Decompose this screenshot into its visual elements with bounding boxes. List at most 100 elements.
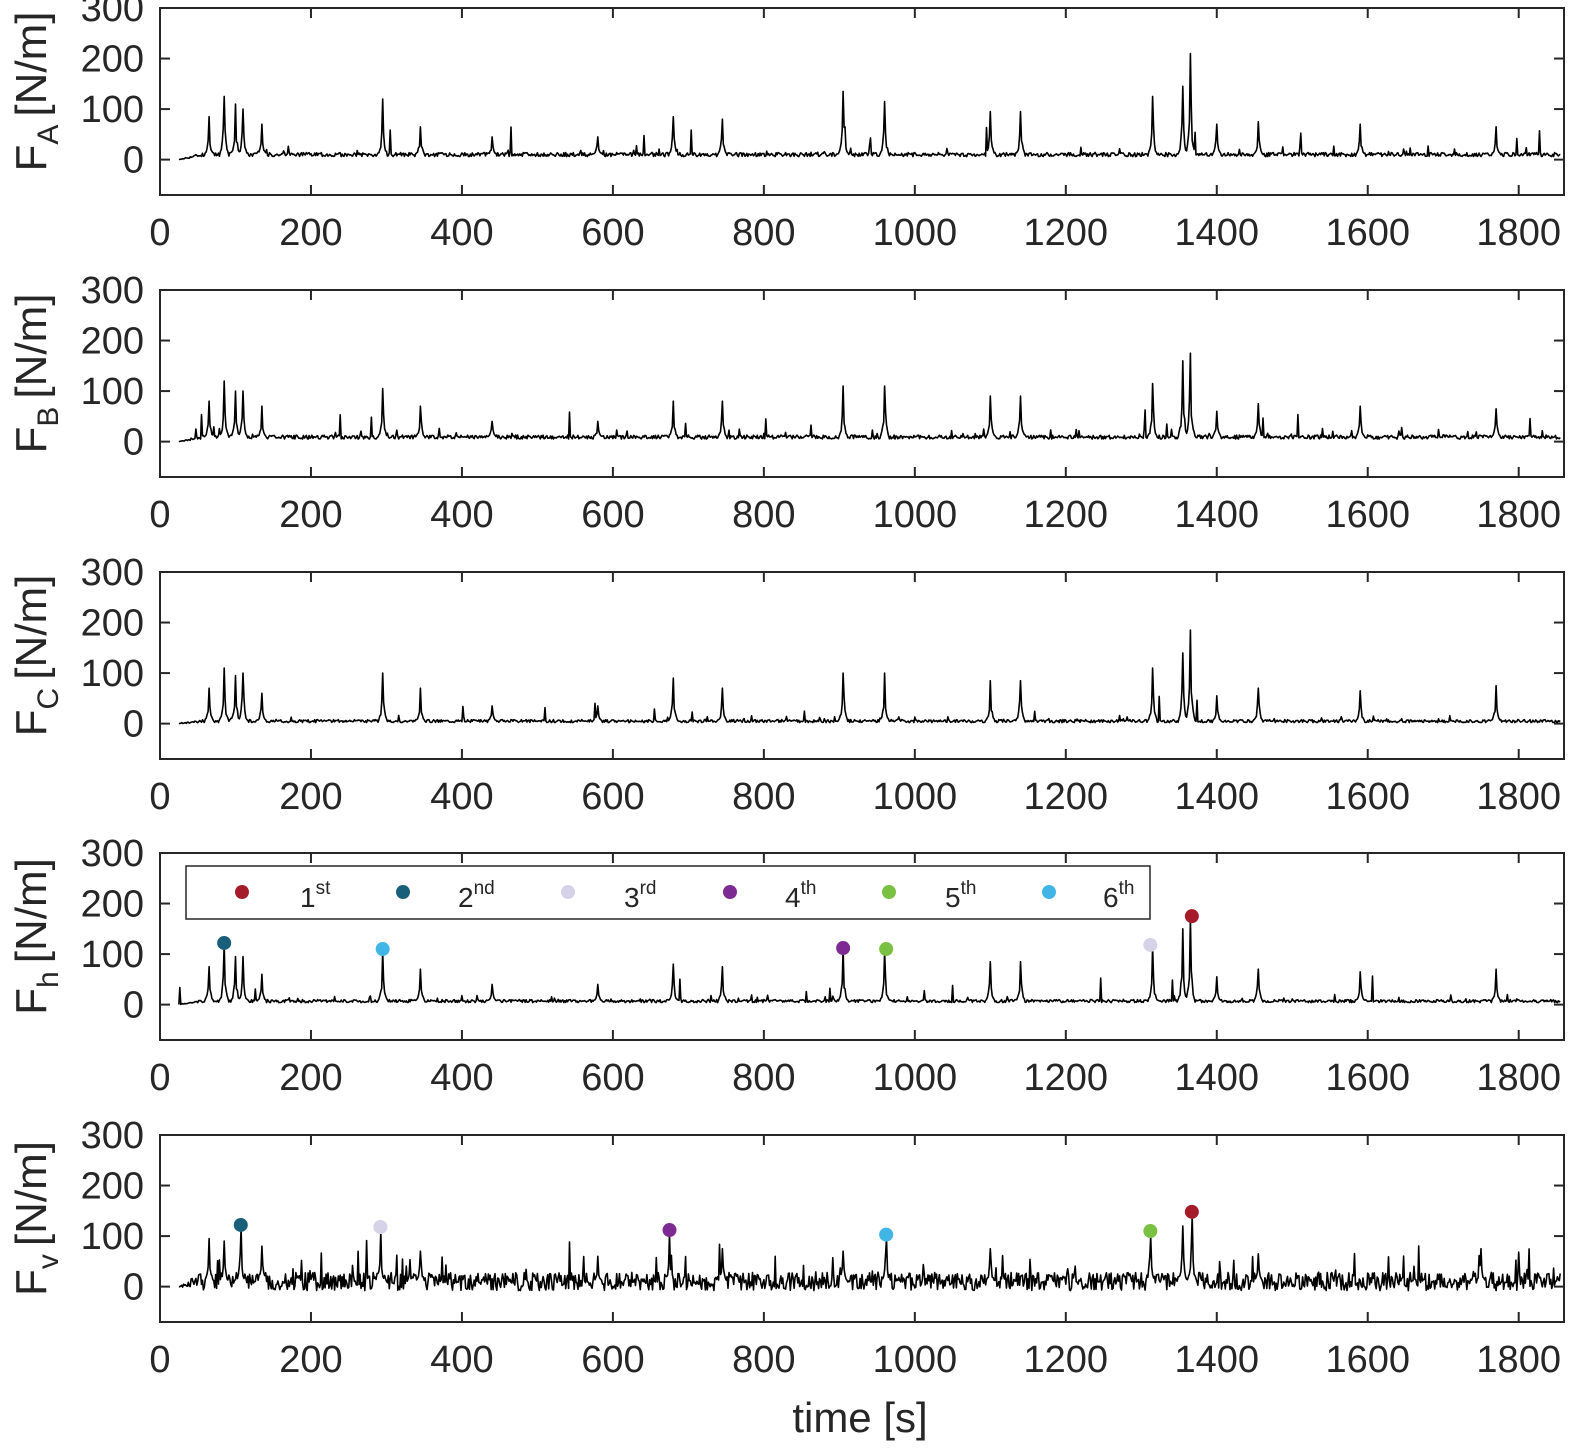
y-axis-label: Fv [N/m] [7,1141,65,1296]
legend-label: 5th [945,878,976,913]
x-tick-label: 600 [581,212,644,254]
y-label-unit: [N/m] [7,858,56,963]
x-tick-label: 400 [430,494,493,536]
peak-marker-6th [375,942,390,957]
legend-marker [396,885,410,899]
x-tick-label: 1400 [1175,1057,1260,1099]
x-tick-label: 200 [279,212,342,254]
peak-marker-5th [1143,1224,1158,1239]
y-label-sub: B [32,407,65,427]
x-tick-label: 1000 [873,494,958,536]
y-label-main: F [7,427,56,454]
y-tick-label: 0 [123,985,144,1027]
peak-marker-2nd [233,1217,248,1232]
y-label-unit: [N/m] [7,11,56,116]
y-tick-label: 300 [81,0,144,30]
x-tick-label: 1000 [873,1057,958,1099]
legend-marker [561,885,575,899]
x-tick-label: 1800 [1476,776,1561,818]
y-label-main: F [7,1269,56,1296]
series-line-F_B [178,352,1561,443]
series-line-F_C [178,629,1561,725]
x-tick-label: 1600 [1325,776,1410,818]
x-tick-label: 1400 [1175,494,1260,536]
legend: 1st 2nd 3rd 4th 5th 6th [185,865,1151,920]
y-tick-label: 300 [81,270,144,312]
peak-marker-1st [1184,1204,1199,1219]
x-tick-label: 0 [149,212,170,254]
y-tick-label: 200 [81,39,144,81]
y-label-unit: [N/m] [7,575,56,680]
x-tick-label: 600 [581,776,644,818]
y-tick-label: 300 [81,833,144,875]
panel-2: 0 200 400 600 800 1000 1200 1400 1600 1800 0 100 200… [7,270,1565,536]
legend-item-6: 6th [1042,878,1134,913]
x-tick-label: 1800 [1476,212,1561,254]
y-label-main: F [7,709,56,736]
series-line-F_A [178,52,1561,161]
y-axis-label: FA [N/m] [7,11,65,171]
x-tick-label: 1200 [1024,776,1109,818]
legend-label-num: 1 [300,882,316,913]
legend-label-num: 6 [1103,882,1119,913]
legend-marker [235,885,249,899]
x-tick-label: 1200 [1024,1057,1109,1099]
legend-label-sup: st [316,878,332,899]
x-tick-label: 1800 [1476,494,1561,536]
x-tick-label: 1800 [1476,1339,1561,1381]
y-tick-label: 200 [81,884,144,926]
x-tick-label: 800 [732,776,795,818]
legend-item-4: 4th [723,878,816,913]
y-tick-label: 0 [123,1267,144,1309]
series-line-F_v [178,1215,1561,1292]
x-tick-label: 1200 [1024,494,1109,536]
x-tick-label: 1000 [873,1339,958,1381]
y-label-unit: [N/m] [7,1141,56,1246]
y-label-main: F [7,988,56,1015]
x-tick-label: 1400 [1175,776,1260,818]
legend-label: 4th [785,878,816,913]
x-tick-label: 0 [149,1339,170,1381]
peak-marker-3rd [1143,937,1158,952]
x-tick-label: 1200 [1024,1339,1109,1381]
panel-1: 0 200 400 600 800 1000 1200 1400 1600 1800 0 100 200… [7,0,1565,254]
peak-marker-5th [879,942,894,957]
x-tick-label: 1000 [873,212,958,254]
y-tick-label: 100 [81,653,144,695]
x-tick-label: 1400 [1175,212,1260,254]
y-label-sub: A [32,125,65,145]
y-axis-label: FB [N/m] [7,293,65,453]
y-tick-label: 200 [81,321,144,363]
x-tick-label: 800 [732,494,795,536]
legend-marker [1042,885,1056,899]
peak-marker-3rd [373,1219,388,1234]
legend-label-num: 3 [624,882,640,913]
x-tick-label: 400 [430,1057,493,1099]
y-label-sub: h [32,971,65,988]
legend-label-sup: th [801,878,817,899]
y-label-sub: C [32,688,65,710]
peak-marker-2nd [217,935,232,950]
x-tick-label: 0 [149,1057,170,1099]
x-tick-label: 1400 [1175,1339,1260,1381]
peak-marker-1st [1184,909,1199,924]
x-tick-label: 1000 [873,776,958,818]
x-tick-label: 1800 [1476,1057,1561,1099]
y-tick-label: 300 [81,552,144,594]
axes-box [159,1134,1565,1323]
y-axis-label: Fh [N/m] [7,858,65,1015]
legend-label: 1st [300,878,331,913]
legend-label-num: 4 [785,882,801,913]
y-tick-label: 100 [81,89,144,131]
legend-item-3: 3rd [561,878,656,913]
x-tick-label: 1200 [1024,212,1109,254]
panel-5: 0 200 400 600 800 1000 1200 1400 1600 1800 0 100 200… [7,1115,1565,1381]
x-tick-label: 800 [732,1339,795,1381]
x-tick-label: 1600 [1325,1057,1410,1099]
legend-box [185,865,1151,920]
y-tick-label: 200 [81,603,144,645]
y-tick-label: 300 [81,1115,144,1157]
y-tick-label: 0 [123,704,144,746]
x-tick-label: 0 [149,776,170,818]
